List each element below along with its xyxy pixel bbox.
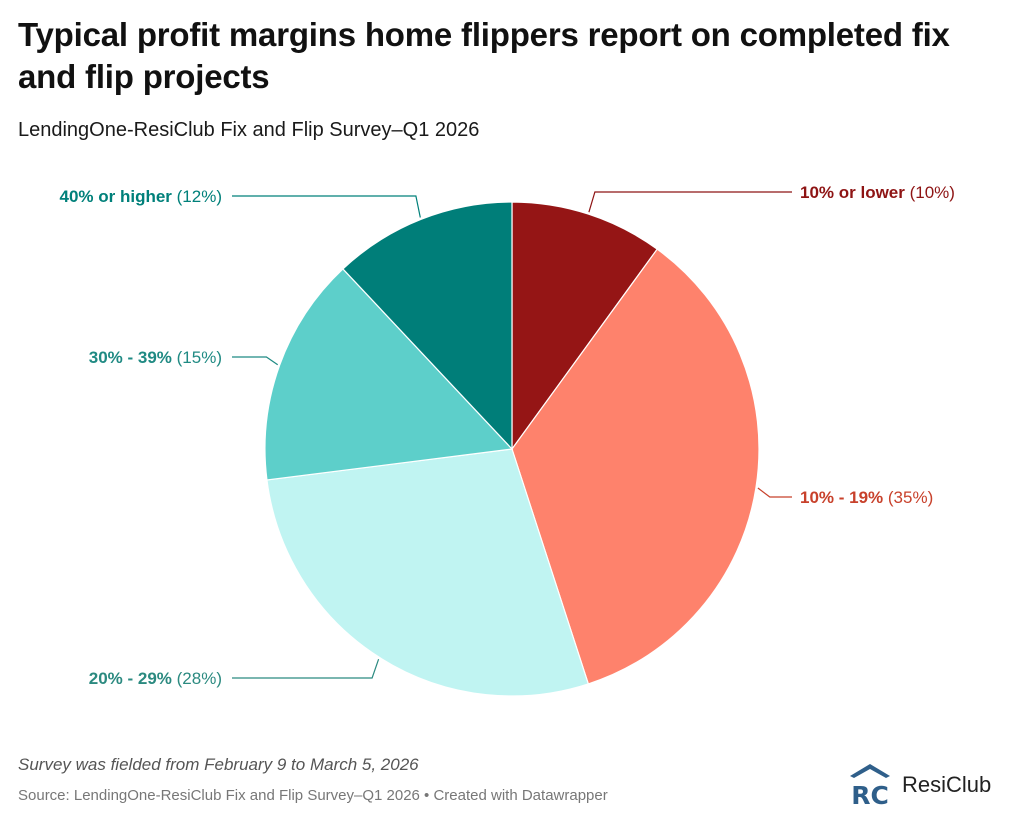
slice-label-name: 10% - 19% <box>800 488 883 507</box>
pie-slice <box>264 268 514 481</box>
slice-label: 10% - 19% (35%) <box>800 488 933 507</box>
slice-label-value: (35%) <box>883 488 933 507</box>
pie-slices <box>264 201 760 697</box>
pie-chart: 10% or lower (10%) 10% - 19% (35%) 20% - 2… <box>60 183 955 697</box>
slice-label-value: (15%) <box>172 348 222 367</box>
slice-labels: 10% or lower (10%) 10% - 19% (35%) 20% - 2… <box>60 183 955 688</box>
source-line: Source: LendingOne-ResiClub Fix and Flip… <box>18 787 608 804</box>
leader-line <box>232 659 380 679</box>
logo-text: ResiClub <box>902 772 992 797</box>
slice-label-name: 20% - 29% <box>89 669 172 688</box>
pie-slice <box>511 201 659 451</box>
slice-label-value: (28%) <box>172 669 222 688</box>
leader-lines <box>232 191 792 679</box>
slice-label-value: (10%) <box>905 183 955 202</box>
survey-note: Survey was fielded from February 9 to Ma… <box>18 755 419 774</box>
leader-line <box>588 191 792 213</box>
leader-line <box>232 195 421 218</box>
slice-label: 20% - 29% (28%) <box>89 669 222 688</box>
pie-slice <box>342 201 513 451</box>
slice-label-name: 10% or lower <box>800 183 905 202</box>
pie-slice <box>511 248 760 685</box>
chart-subtitle: LendingOne-ResiClub Fix and Flip Survey–… <box>18 119 480 141</box>
slice-label: 10% or lower (10%) <box>800 183 955 202</box>
chart-title: Typical profit margins home flippers rep… <box>18 16 950 95</box>
slice-label-name: 40% or higher <box>60 187 173 206</box>
slice-label-value: (12%) <box>172 187 222 206</box>
pie-slice <box>266 448 590 697</box>
slice-label: 40% or higher (12%) <box>60 187 223 206</box>
resiclub-logo: RC ResiClub <box>846 762 1006 808</box>
logo-mark-text: RC <box>851 781 889 808</box>
leader-line <box>232 356 279 366</box>
resiclub-logo-icon: RC <box>850 764 890 808</box>
leader-line <box>757 487 792 498</box>
slice-label-name: 30% - 39% <box>89 348 172 367</box>
slice-label: 30% - 39% (15%) <box>89 348 222 367</box>
